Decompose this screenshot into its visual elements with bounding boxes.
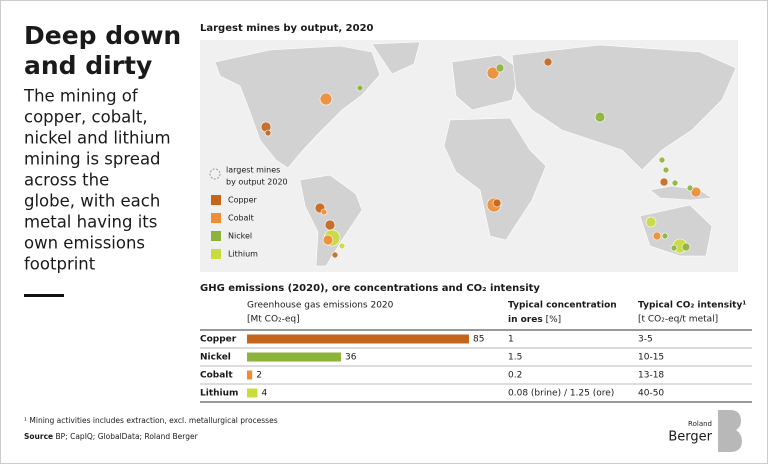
intensity: 10-15 xyxy=(638,353,664,363)
mine xyxy=(645,216,657,228)
legend-swatch xyxy=(211,213,221,223)
africa xyxy=(443,117,547,241)
mine xyxy=(264,129,272,137)
col-header: in ores [%] xyxy=(508,315,561,325)
legend-icon xyxy=(209,168,221,180)
concentration: 0.2 xyxy=(508,371,522,381)
legend-label: Cobalt xyxy=(228,214,254,223)
mine xyxy=(652,231,662,241)
mine xyxy=(661,232,669,240)
intensity: 3-5 xyxy=(638,335,653,345)
concentration: 1 xyxy=(508,335,514,345)
intensity: 13-18 xyxy=(638,371,664,381)
map-title: Largest mines by output, 2020 xyxy=(200,23,374,34)
mine xyxy=(486,66,500,80)
subtitle: metal having its xyxy=(24,213,157,232)
bar-value: 2 xyxy=(256,371,262,381)
legend-swatch xyxy=(211,231,221,241)
footnote: ¹ Mining activities includes extraction,… xyxy=(24,416,278,425)
table-title: GHG emissions (2020), ore concentrations… xyxy=(200,283,540,294)
mine xyxy=(686,184,694,192)
map: largest mines by output 2020 Copper Cobal… xyxy=(200,40,738,272)
mine xyxy=(681,242,691,252)
concentration: 0.08 (brine) / 1.25 (ore) xyxy=(508,389,614,399)
subtitle: nickel and lithium xyxy=(24,129,171,148)
col-header: in ores xyxy=(508,315,543,325)
row-label: Lithium xyxy=(200,389,238,399)
bar-value: 36 xyxy=(345,353,357,363)
subtitle: The mining of xyxy=(23,87,139,106)
source-label: Source xyxy=(24,432,53,441)
source-text: BP; CapIQ; GlobalData; Roland Berger xyxy=(56,432,199,441)
rule xyxy=(24,294,64,297)
mine xyxy=(356,84,364,92)
mine xyxy=(492,198,502,208)
source: Source BP; CapIQ; GlobalData; Roland Ber… xyxy=(24,432,199,441)
subtitle: mining is spread xyxy=(24,150,161,169)
mine xyxy=(659,177,669,187)
col-header: Typical concentration xyxy=(508,301,617,311)
mine xyxy=(543,57,553,67)
mine xyxy=(690,186,702,198)
greenland xyxy=(371,41,421,75)
legend-label: Lithium xyxy=(228,250,258,259)
mine xyxy=(594,111,606,123)
subtitle: copper, cobalt, xyxy=(24,108,148,127)
logo-mark xyxy=(718,410,742,452)
legend-swatch xyxy=(211,195,221,205)
legend-label: Nickel xyxy=(228,232,252,241)
subtitle: globe, with each xyxy=(24,192,160,211)
legend-title: by output 2020 xyxy=(226,178,288,187)
legend-swatch xyxy=(211,249,221,259)
bar xyxy=(247,370,253,380)
legend-label: Copper xyxy=(228,196,258,205)
mine xyxy=(324,219,336,231)
subtitle: across the xyxy=(24,171,109,190)
title: and dirty xyxy=(24,51,152,80)
intensity: 40-50 xyxy=(638,389,664,399)
legend-title: largest mines xyxy=(226,166,280,175)
australia xyxy=(639,204,713,257)
mine xyxy=(662,166,670,174)
subtitle: own emissions xyxy=(24,234,145,253)
col-unit: [%] xyxy=(546,315,562,325)
col-unit: [Mt CO₂-eq] xyxy=(247,315,300,325)
col-header: Typical CO₂ intensity¹ xyxy=(638,301,746,311)
bar xyxy=(247,388,258,398)
row-label: Nickel xyxy=(200,353,231,363)
bar xyxy=(247,334,469,344)
bar-value: 85 xyxy=(473,335,484,345)
bar xyxy=(247,352,342,362)
mine xyxy=(671,179,679,187)
logo-text: Roland xyxy=(688,420,712,428)
logo-text: Berger xyxy=(668,430,712,445)
mine xyxy=(658,156,666,164)
mine xyxy=(331,251,339,259)
mine xyxy=(495,63,505,73)
asia xyxy=(511,44,737,171)
north-america xyxy=(214,45,381,169)
row-label: Cobalt xyxy=(200,371,233,381)
mine xyxy=(670,244,678,252)
row-label: Copper xyxy=(200,335,237,345)
mine xyxy=(338,242,346,250)
concentration: 1.5 xyxy=(508,353,522,363)
col-header: Greenhouse gas emissions 2020 xyxy=(247,301,394,311)
subtitle: footprint xyxy=(24,255,96,274)
mine xyxy=(320,208,328,216)
mine xyxy=(319,92,333,106)
title: Deep down xyxy=(24,21,181,50)
col-unit: [t CO₂-eq/t metal] xyxy=(638,315,718,325)
bar-value: 4 xyxy=(261,389,267,399)
mine xyxy=(322,234,334,246)
